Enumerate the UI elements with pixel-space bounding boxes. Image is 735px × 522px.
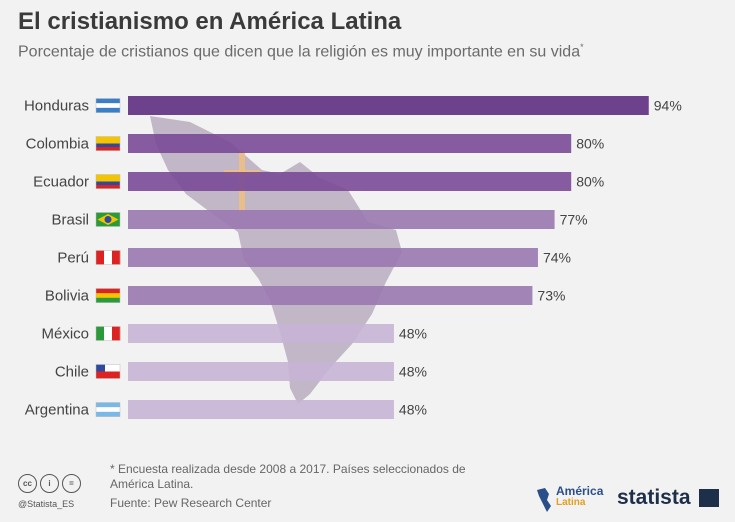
chart-subtitle: Porcentaje de cristianos que dicen que l…: [18, 42, 584, 61]
category-label: Bolivia: [45, 288, 90, 305]
value-label: 77%: [560, 212, 588, 228]
argentina-flag-icon: [95, 402, 121, 417]
source-text: Fuente: Pew Research Center: [110, 496, 272, 510]
bolivia-flag-icon: [95, 288, 121, 303]
category-label: Perú: [57, 250, 89, 267]
bar-colombia: [128, 134, 572, 153]
bar-chart: Honduras 94% Colombia 80% Ecuador 80% Brasil 77…: [24, 96, 682, 419]
category-label: Honduras: [24, 98, 89, 115]
value-label: 74%: [543, 250, 571, 266]
bar-bolivia: [128, 286, 533, 305]
partner-logo-text: América: [556, 484, 604, 498]
subtitle-text: Porcentaje de cristianos que dicen que l…: [18, 43, 581, 61]
chile-flag-icon: [95, 364, 121, 379]
category-label: Ecuador: [33, 174, 89, 191]
no-derivatives-icon: =: [62, 474, 81, 493]
statista-mark-icon: [699, 489, 719, 507]
statista-logo[interactable]: statista: [617, 486, 691, 509]
value-label: 48%: [399, 364, 427, 380]
value-label: 73%: [537, 288, 565, 304]
colombia-flag-icon: [95, 136, 121, 151]
attribution-icon: i: [40, 474, 59, 493]
america-latina-logo-icon: [537, 488, 551, 512]
bar-argentina: [128, 400, 394, 419]
category-label: Colombia: [26, 136, 90, 153]
bar-perú: [128, 248, 538, 267]
twitter-handle: @Statista_ES: [18, 499, 75, 509]
partner-logo-subtext: Latina: [556, 497, 586, 508]
bar-honduras: [128, 96, 649, 115]
category-label: México: [41, 326, 89, 343]
mexico-flag-icon: [95, 326, 121, 341]
license-icons: cc i =: [18, 474, 81, 493]
honduras-flag-icon: [95, 98, 121, 113]
category-label: Argentina: [25, 402, 90, 419]
bar-ecuador: [128, 172, 572, 191]
category-label: Chile: [55, 364, 89, 381]
footnote: * Encuesta realizada desde 2008 a 2017. …: [110, 462, 466, 491]
bar-brasil: [128, 210, 555, 229]
value-label: 80%: [576, 174, 604, 190]
value-label: 48%: [399, 402, 427, 418]
subtitle-footnote-mark: *: [580, 42, 584, 52]
ecuador-flag-icon: [95, 174, 121, 189]
bar-chile: [128, 362, 394, 381]
bar-méxico: [128, 324, 394, 343]
value-label: 94%: [654, 98, 682, 114]
cc-icon: cc: [18, 474, 37, 493]
category-label: Brasil: [51, 212, 89, 229]
chart-title: El cristianismo en América Latina: [18, 8, 402, 35]
peru-flag-icon: [95, 250, 121, 265]
value-label: 80%: [576, 136, 604, 152]
value-label: 48%: [399, 326, 427, 342]
brazil-flag-icon: [95, 212, 121, 227]
